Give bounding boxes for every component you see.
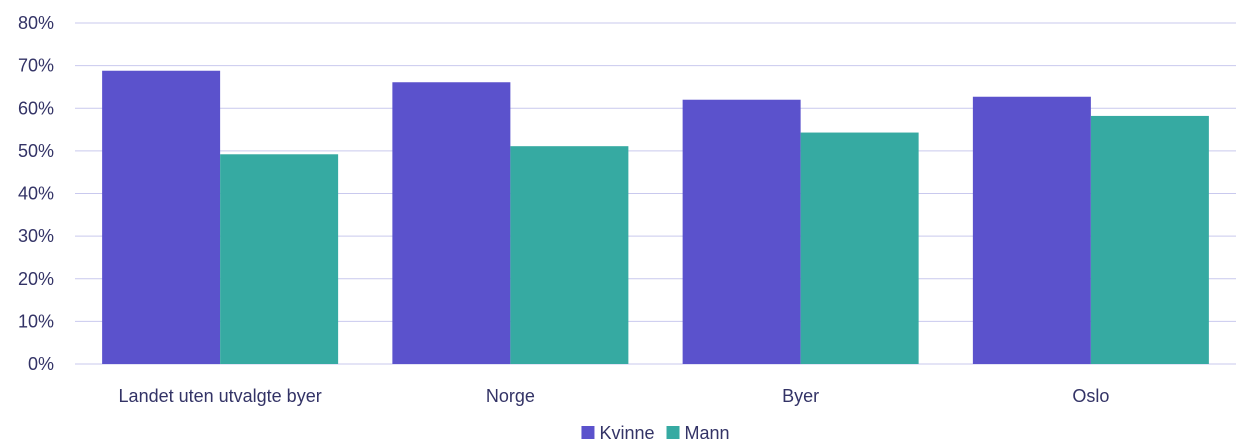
legend-swatch bbox=[581, 426, 595, 439]
bar-kvinne-3 bbox=[682, 99, 801, 364]
x-category-label: Landet uten utvalgte byer bbox=[119, 386, 322, 406]
bar-kvinne-4 bbox=[972, 96, 1091, 365]
legend-item-mann: Mann bbox=[666, 423, 730, 443]
x-category-label: Byer bbox=[782, 386, 819, 406]
bar-mann-2 bbox=[510, 146, 629, 364]
y-tick-label: 40% bbox=[18, 184, 54, 204]
legend-item-kvinne: Kvinne bbox=[581, 423, 655, 443]
bars bbox=[102, 70, 1209, 365]
y-tick-label: 50% bbox=[18, 141, 54, 161]
bar-kvinne-2 bbox=[392, 82, 511, 364]
y-tick-label: 80% bbox=[18, 13, 54, 33]
y-tick-label: 10% bbox=[18, 311, 54, 331]
y-tick-label: 30% bbox=[18, 226, 54, 246]
y-tick-label: 0% bbox=[28, 354, 54, 374]
bar-mann-3 bbox=[800, 132, 919, 364]
y-tick-label: 70% bbox=[18, 56, 54, 76]
legend-label: Mann bbox=[685, 423, 730, 443]
legend-swatch bbox=[666, 426, 680, 439]
x-category-label: Oslo bbox=[1072, 386, 1109, 406]
bar-kvinne-1 bbox=[102, 70, 221, 365]
x-category-label: Norge bbox=[486, 386, 535, 406]
y-axis-tick-labels: 0% 10% 20% 30% 40% 50% 60% 70% 80% bbox=[18, 13, 54, 374]
y-tick-label: 60% bbox=[18, 98, 54, 118]
bar-mann-1 bbox=[220, 154, 339, 364]
legend: Kvinne Mann bbox=[581, 423, 730, 443]
legend-label: Kvinne bbox=[599, 423, 654, 443]
x-axis-category-labels: Landet uten utvalgte byer Norge Byer Oslo bbox=[119, 386, 1110, 406]
bar-mann-4 bbox=[1090, 115, 1209, 364]
y-tick-label: 20% bbox=[18, 269, 54, 289]
